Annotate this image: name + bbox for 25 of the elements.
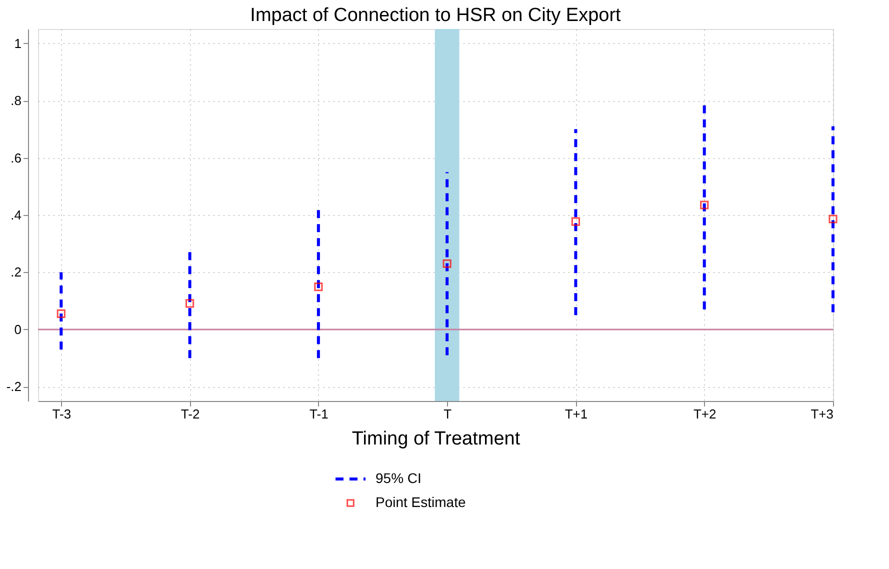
x-tick-label: T-1 (310, 406, 328, 422)
point (314, 282, 323, 292)
x-tick-label: T-2 (180, 406, 200, 422)
y-tick-label: 0 (14, 322, 22, 337)
legend-label: 95% CI (376, 470, 422, 486)
y-tick-label: .4 (10, 208, 22, 222)
point (56, 309, 66, 318)
x-tick-label: T+1 (564, 406, 588, 422)
y-tick-label: .8 (10, 93, 22, 108)
x-tick-label: T+3 (810, 406, 834, 422)
y-tick-label: .2 (10, 264, 22, 280)
y-tick-label: -.2 (6, 379, 22, 394)
point (571, 217, 580, 226)
point (186, 299, 194, 308)
point (700, 200, 709, 210)
point (828, 214, 838, 224)
x-tick-label: T (444, 406, 452, 422)
y-tick-label: .6 (10, 150, 22, 166)
legend-label: Point Estimate (376, 494, 466, 510)
x-tick-label: T+2 (693, 406, 716, 422)
chart-title: Impact of Connection to HSR on City Export (250, 5, 622, 26)
y-tick-label: 1 (14, 36, 22, 51)
x-tick-label: T-3 (52, 406, 72, 422)
x-axis-title: Timing of Treatment (352, 428, 521, 450)
point (442, 259, 452, 268)
